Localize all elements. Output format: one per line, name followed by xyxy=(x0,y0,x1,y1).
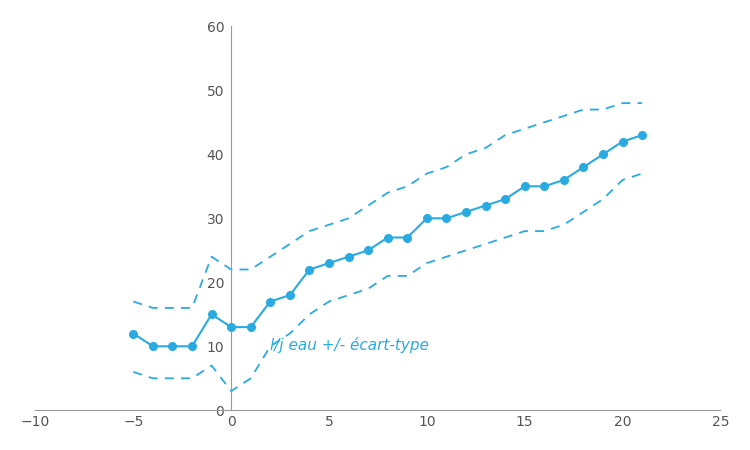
Text: l/j eau +/- écart-type: l/j eau +/- écart-type xyxy=(270,337,429,352)
